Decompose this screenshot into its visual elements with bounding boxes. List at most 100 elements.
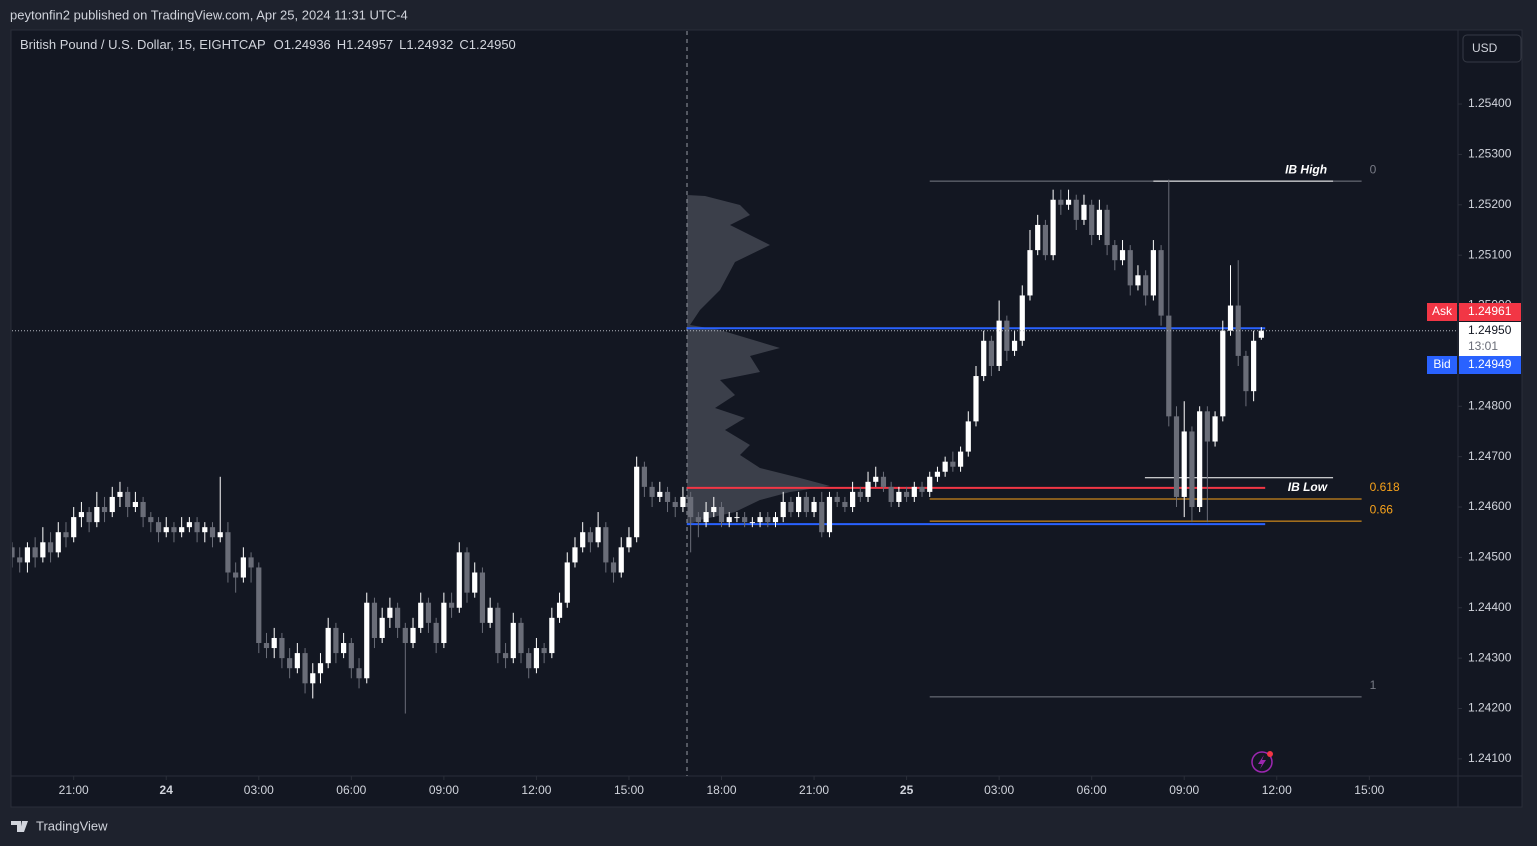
candle-body (1089, 204, 1095, 236)
ask-tag (1427, 303, 1457, 321)
candle-body (580, 532, 586, 548)
candle-body (1197, 411, 1203, 508)
x-tick-label: 09:00 (429, 783, 459, 797)
candle-body (549, 617, 555, 654)
candle-body (179, 527, 185, 533)
candle-body (1035, 224, 1041, 251)
bid-box (1459, 356, 1521, 374)
candle-body (186, 522, 192, 528)
candle-body (1081, 204, 1087, 220)
candle-body (927, 476, 933, 492)
candle-body (217, 532, 223, 538)
candle-body (132, 501, 138, 508)
bid-tag (1427, 356, 1457, 374)
candle-body (1235, 305, 1241, 356)
candle-body (63, 532, 69, 538)
candle-body (194, 522, 200, 533)
last-price: 1.24950 (1468, 323, 1512, 337)
candle-body (148, 517, 154, 523)
legend-label: L (399, 37, 406, 52)
x-tick-label: 21:00 (59, 783, 89, 797)
candle-body (155, 522, 162, 533)
candle-body (302, 653, 308, 684)
candle-body (117, 491, 123, 497)
candle-body (965, 421, 971, 452)
candle-body (1096, 209, 1102, 236)
candle-body (1173, 416, 1180, 497)
candle-body (47, 542, 54, 553)
candle-body (1004, 320, 1010, 351)
candle-body (641, 466, 647, 487)
candle-body (464, 552, 470, 593)
candle-body (1073, 199, 1079, 220)
brand-logo (11, 821, 28, 832)
candle-body (364, 602, 370, 679)
candle-body (1042, 224, 1049, 256)
price-labels: Ask 1.24961 1.24950 13:01 Bid 1.24949 (1427, 303, 1521, 374)
candle-body (1112, 245, 1118, 261)
candle-body (842, 501, 848, 508)
candle-body (325, 627, 331, 664)
candle-body (903, 491, 910, 497)
candle-body (796, 496, 802, 513)
candle-body (263, 643, 270, 649)
candle-body (711, 507, 717, 513)
candle-body (17, 557, 23, 563)
y-tick-label: 1.24500 (1468, 550, 1512, 564)
candle-body (1127, 250, 1133, 286)
candle-body (1050, 199, 1056, 256)
candle-body (248, 557, 254, 568)
currency-button[interactable] (1462, 34, 1522, 63)
countdown: 13:01 (1468, 339, 1498, 353)
candle-body (772, 517, 779, 523)
alert-icon[interactable] (1251, 751, 1273, 773)
candle-body (695, 517, 701, 523)
candle-body (996, 320, 1002, 366)
candle-body (1119, 250, 1126, 261)
candle-body (626, 537, 632, 548)
x-tick-label: 06:00 (1077, 783, 1107, 797)
x-tick-label: 03:00 (244, 783, 274, 797)
candle-body (487, 607, 493, 623)
candle-body (395, 607, 401, 628)
fib-label: 0.618 (1370, 480, 1400, 494)
candle-body (1243, 355, 1249, 392)
x-tick-label: 12:00 (521, 783, 551, 797)
candle-body (911, 486, 917, 497)
candle-body (1166, 315, 1172, 417)
candle-body (448, 602, 455, 608)
y-tick-label: 1.25100 (1468, 247, 1512, 261)
candle-body (518, 622, 524, 654)
candle-body (171, 527, 177, 533)
y-tick-label: 1.24700 (1468, 449, 1512, 463)
candle-body (564, 562, 570, 603)
legend-value: 1.24950 (469, 37, 516, 52)
candle-body (1251, 340, 1257, 392)
candle-body (94, 507, 100, 523)
candle-body (202, 527, 208, 533)
legend-label: H (337, 37, 346, 52)
y-tick-label: 1.24600 (1468, 499, 1512, 513)
candle-body (1204, 411, 1210, 442)
candle-body (788, 501, 794, 513)
alert-dot (1267, 751, 1273, 757)
candle-body (1150, 250, 1156, 296)
legend-value: 1.24932 (406, 37, 453, 52)
candle-body (533, 648, 540, 669)
currency[interactable]: USD (1472, 41, 1498, 55)
candle-body (680, 496, 686, 508)
candle-body (672, 501, 678, 508)
candle-body (834, 496, 840, 502)
candle-body (572, 547, 578, 563)
candle-body (811, 501, 817, 513)
candle-body (125, 491, 131, 508)
candle-body (610, 562, 617, 573)
candle-body (618, 547, 624, 573)
candle-body (1189, 431, 1195, 508)
candle-body (919, 486, 925, 492)
bid-tag-label: Bid (1433, 357, 1450, 371)
candle-body (1258, 330, 1264, 338)
candle-body (857, 491, 863, 497)
symbol: British Pound / U.S. Dollar, 15, EIGHTCA… (20, 37, 266, 52)
candle-body (271, 637, 277, 649)
